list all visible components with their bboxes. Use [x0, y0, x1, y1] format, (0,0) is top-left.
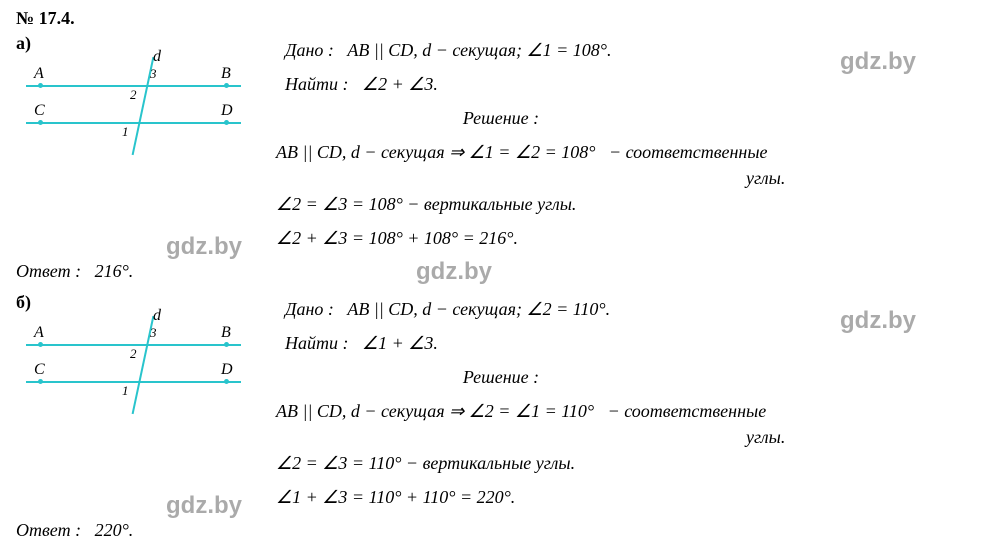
- answer-val-a: 216°.: [95, 261, 134, 281]
- find-text-b: ∠1 + ∠3.: [362, 333, 438, 353]
- given-text-b: AB || CD, d − секущая; ∠2 = 110°.: [347, 299, 610, 319]
- part-b: б) A B C D d 3 2 1 Дано : AB || CD, d − …: [16, 292, 976, 514]
- line1-rhs-a: − соответственные: [609, 142, 768, 162]
- line3-a: ∠2 + ∠3 = 108° + 108° = 216°.: [276, 221, 976, 255]
- find-row-a: Найти : ∠2 + ∠3.: [276, 67, 976, 101]
- line-cd: [26, 122, 241, 124]
- line1-lhs-b: AB || CD, d − секущая ⇒ ∠2 = ∠1 = 110°: [276, 401, 594, 421]
- label-d-pt: D: [221, 102, 233, 120]
- answer-label-a: Ответ :: [16, 261, 81, 281]
- find-label-b: Найти :: [285, 333, 349, 353]
- answer-val-b: 220°.: [95, 520, 134, 540]
- angle-3: 3: [150, 66, 157, 82]
- dot-d-b: [224, 379, 229, 384]
- line1-rhs-b: − соответственные: [608, 401, 767, 421]
- given-text-a: AB || CD, d − секущая; ∠1 = 108°.: [347, 40, 611, 60]
- part-a-left: а) A B C D d 3 2 1: [16, 33, 276, 155]
- solution-label-a: Решение :: [276, 101, 976, 135]
- given-row-b: Дано : AB || CD, d − секущая; ∠2 = 110°.: [276, 292, 976, 326]
- line1-b: AB || CD, d − секущая ⇒ ∠2 = ∠1 = 110° −…: [276, 394, 976, 446]
- dot-a-b: [38, 342, 43, 347]
- label-d-line-b: d: [153, 307, 161, 325]
- part-b-label: б): [16, 292, 276, 313]
- angle-2: 2: [130, 87, 137, 103]
- label-c-b: C: [34, 361, 45, 379]
- dot-a: [38, 83, 43, 88]
- label-c: C: [34, 102, 45, 120]
- label-b-b: B: [221, 324, 231, 342]
- dot-c-b: [38, 379, 43, 384]
- given-label-b: Дано :: [285, 299, 334, 319]
- line1-a: AB || CD, d − секущая ⇒ ∠1 = ∠2 = 108° −…: [276, 135, 976, 187]
- answer-label-b: Ответ :: [16, 520, 81, 540]
- solution-label-b: Решение :: [276, 360, 976, 394]
- label-d-pt-b: D: [221, 361, 233, 379]
- diagram-b: A B C D d 3 2 1: [16, 319, 266, 414]
- label-a: A: [34, 65, 44, 83]
- find-row-b: Найти : ∠1 + ∠3.: [276, 326, 976, 360]
- part-a: а) A B C D d 3 2 1 Дано : AB || CD, d − …: [16, 33, 976, 255]
- line2-a: ∠2 = ∠3 = 108° − вертикальные углы.: [276, 187, 976, 221]
- given-label-a: Дано :: [285, 40, 334, 60]
- part-b-solution: Дано : AB || CD, d − секущая; ∠2 = 110°.…: [276, 292, 976, 514]
- given-row-a: Дано : AB || CD, d − секущая; ∠1 = 108°.: [276, 33, 976, 67]
- dot-b-b: [224, 342, 229, 347]
- answer-b: gdz.by Ответ : 220°.: [16, 520, 976, 541]
- dot-c: [38, 120, 43, 125]
- label-d-line: d: [153, 48, 161, 66]
- line1-rhs2-a: углы.: [276, 169, 976, 187]
- find-text-a: ∠2 + ∠3.: [362, 74, 438, 94]
- line1-lhs-a: AB || CD, d − секущая ⇒ ∠1 = ∠2 = 108°: [276, 142, 595, 162]
- line2-b: ∠2 = ∠3 = 110° − вертикальные углы.: [276, 446, 976, 480]
- dot-d: [224, 120, 229, 125]
- line3-b: ∠1 + ∠3 = 110° + 110° = 220°.: [276, 480, 976, 514]
- line1-rhs2-b: углы.: [276, 428, 976, 446]
- answer-a: gdz.by Ответ : 216°.: [16, 261, 976, 282]
- find-label-a: Найти :: [285, 74, 349, 94]
- part-b-left: б) A B C D d 3 2 1: [16, 292, 276, 414]
- angle-1: 1: [122, 124, 129, 140]
- part-a-solution: Дано : AB || CD, d − секущая; ∠1 = 108°.…: [276, 33, 976, 255]
- problem-number: № 17.4.: [16, 8, 976, 29]
- label-a-b: A: [34, 324, 44, 342]
- angle-2-b: 2: [130, 346, 137, 362]
- part-a-label: а): [16, 33, 276, 54]
- line-cd-b: [26, 381, 241, 383]
- angle-3-b: 3: [150, 325, 157, 341]
- diagram-a: A B C D d 3 2 1: [16, 60, 266, 155]
- dot-b: [224, 83, 229, 88]
- label-b: B: [221, 65, 231, 83]
- angle-1-b: 1: [122, 383, 129, 399]
